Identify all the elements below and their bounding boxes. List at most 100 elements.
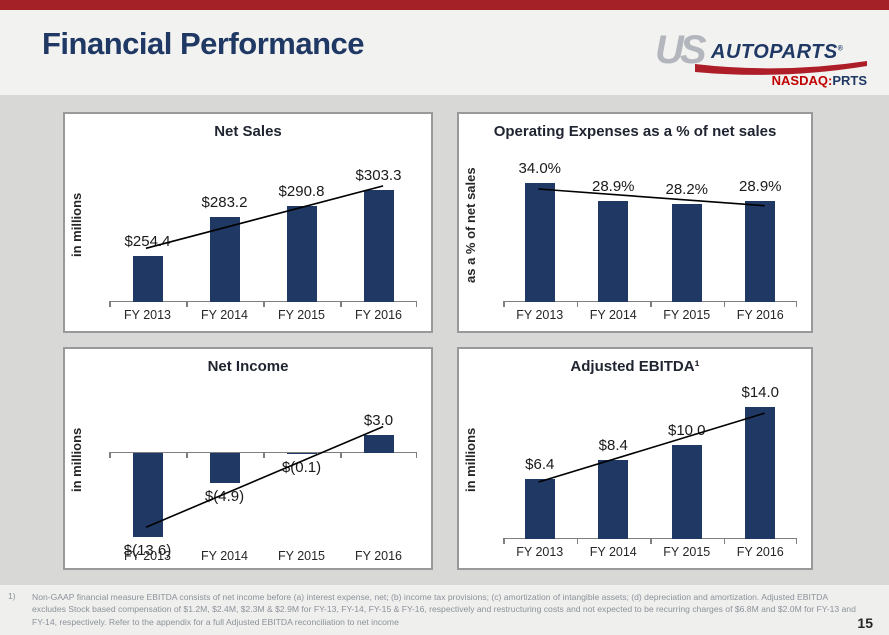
bar-fy-2014 — [598, 459, 629, 539]
chart-title-net-sales: Net Sales — [214, 123, 282, 140]
category-label: FY 2013 — [123, 308, 172, 322]
axis-tick — [723, 302, 725, 307]
category-label: FY 2015 — [663, 545, 711, 559]
plot-area: 34.0% 28.9% 28.2% 28.9% — [503, 159, 797, 307]
footnote: 1) Non-GAAP financial measure EBITDA con… — [0, 585, 889, 628]
charts-area: Net Sales in millions $254.4 $283.2 $290.8 $3… — [0, 95, 889, 585]
axis-tick — [263, 302, 265, 307]
axis-tick — [340, 452, 342, 458]
top-accent-bar — [0, 0, 889, 10]
chart-body: as a % of net sales 34.0% 28.9% 28.2% 28.9% F… — [459, 144, 811, 331]
category-label: FY 2013 — [516, 308, 564, 322]
logo-autoparts-text: AUTOPARTS® — [711, 41, 844, 63]
bar-value-label: $14.0 — [741, 384, 780, 402]
category-axis: FY 2013 FY 2014 FY 2015 FY 2016 — [109, 308, 417, 322]
bar-fy-2013 — [132, 255, 163, 302]
category-label: FY 2014 — [200, 308, 249, 322]
bar-value-label: $8.4 — [598, 436, 628, 454]
bar-value-label: $(0.1) — [281, 458, 322, 476]
bar-fy-2015 — [671, 203, 702, 302]
trend-line — [538, 412, 765, 483]
category-label: FY 2015 — [277, 549, 326, 563]
category-axis: FY 2013 FY 2014 FY 2015 FY 2016 — [503, 308, 797, 322]
x-axis-line — [503, 301, 797, 303]
footnote-text: Non-GAAP financial measure EBITDA consis… — [32, 592, 856, 627]
axis-tick — [795, 302, 797, 307]
axis-tick — [650, 302, 652, 307]
y-axis-label: in millions — [463, 427, 478, 493]
exchange-label: NASDAQ: — [771, 73, 833, 88]
bar-fy-2016 — [363, 189, 394, 302]
y-axis-label: in millions — [69, 427, 84, 493]
bar-value-label: $303.3 — [355, 166, 402, 184]
page-title: Financial Performance — [42, 26, 365, 61]
bar-fy-2016 — [745, 407, 776, 539]
axis-tick — [503, 302, 505, 307]
bar-value-label: $3.0 — [363, 411, 394, 429]
axis-tick — [186, 302, 188, 307]
chart-panel-operating-expenses: Operating Expenses as a % of net sales as… — [457, 112, 813, 333]
bar-value-label: 28.9% — [591, 178, 635, 196]
bar-value-label: 34.0% — [518, 160, 562, 178]
category-label: FY 2015 — [663, 308, 711, 322]
bar-value-label: $(13.6) — [123, 541, 172, 559]
bar-fy-2015 — [286, 452, 317, 454]
axis-tick — [503, 539, 505, 544]
category-label: FY 2016 — [736, 545, 784, 559]
axis-tick — [576, 302, 578, 307]
category-axis: FY 2013 FY 2014 FY 2015 FY 2016 — [503, 545, 797, 559]
category-label: FY 2014 — [589, 308, 637, 322]
x-axis-line — [503, 538, 797, 540]
bar-fy-2015 — [286, 206, 317, 302]
footnote-marker: 1) — [8, 591, 16, 601]
category-label: FY 2016 — [354, 308, 403, 322]
registered-mark: ® — [837, 45, 844, 53]
bar-fy-2014 — [209, 452, 240, 484]
trend-line — [538, 188, 765, 207]
category-label: FY 2013 — [123, 549, 172, 563]
category-label: FY 2013 — [516, 545, 564, 559]
bar-value-label: $(4.9) — [204, 488, 245, 506]
axis-tick — [109, 452, 111, 458]
bar-value-label: $290.8 — [278, 183, 325, 201]
chart-body: in millions $254.4 $283.2 $290.8 $303.3 FY 20… — [65, 144, 431, 331]
chart-panel-adjusted-ebitda: Adjusted EBITDA¹ in millions $6.4 $8.4 $10.0… — [457, 347, 813, 570]
category-label: FY 2016 — [354, 549, 403, 563]
y-axis-label: as a % of net sales — [463, 167, 478, 283]
bar-fy-2016 — [745, 201, 776, 302]
footer: 1) Non-GAAP financial measure EBITDA con… — [0, 585, 889, 635]
page-number: 15 — [857, 615, 873, 631]
category-label: FY 2015 — [277, 308, 326, 322]
category-label: FY 2016 — [736, 308, 784, 322]
chart-title-adjusted-ebitda: Adjusted EBITDA¹ — [570, 358, 700, 375]
header: Financial Performance US AUTOPARTS® NASD… — [0, 10, 889, 95]
axis-tick — [415, 452, 417, 458]
logo-swoosh-icon — [695, 61, 867, 75]
axis-tick — [340, 302, 342, 307]
chart-body: in millions $6.4 $8.4 $10.0 $14.0 FY 2013 FY 2… — [459, 379, 811, 568]
plot-area: $(13.6) $(4.9) $(0.1) $3.0 — [109, 394, 417, 558]
axis-tick — [723, 539, 725, 544]
chart-body: in millions $(13.6) $(4.9) $(0.1) $3.0 FY 201… — [65, 379, 431, 568]
axis-tick — [415, 302, 417, 307]
plot-area: $6.4 $8.4 $10.0 $14.0 — [503, 385, 797, 544]
x-axis-line — [109, 452, 417, 454]
plot-area: $254.4 $283.2 $290.8 $303.3 — [109, 159, 417, 307]
bar-value-label: $6.4 — [525, 455, 555, 473]
axis-tick — [263, 452, 265, 458]
bar-value-label: 28.9% — [738, 178, 782, 196]
chart-title-operating-expenses: Operating Expenses as a % of net sales — [493, 123, 777, 140]
trend-line — [145, 185, 384, 250]
bar-value-label: 28.2% — [665, 180, 709, 198]
charts-grid: Net Sales in millions $254.4 $283.2 $290.8 $3… — [63, 112, 813, 570]
ticker-symbol: PRTS — [832, 73, 867, 88]
y-axis-label: in millions — [69, 192, 84, 258]
bar-fy-2013 — [524, 478, 555, 539]
bar-value-label: $283.2 — [201, 193, 248, 211]
axis-tick — [650, 539, 652, 544]
bar-fy-2015 — [671, 444, 702, 539]
bar-fy-2013 — [524, 183, 555, 302]
axis-tick — [109, 302, 111, 307]
axis-tick — [186, 452, 188, 458]
